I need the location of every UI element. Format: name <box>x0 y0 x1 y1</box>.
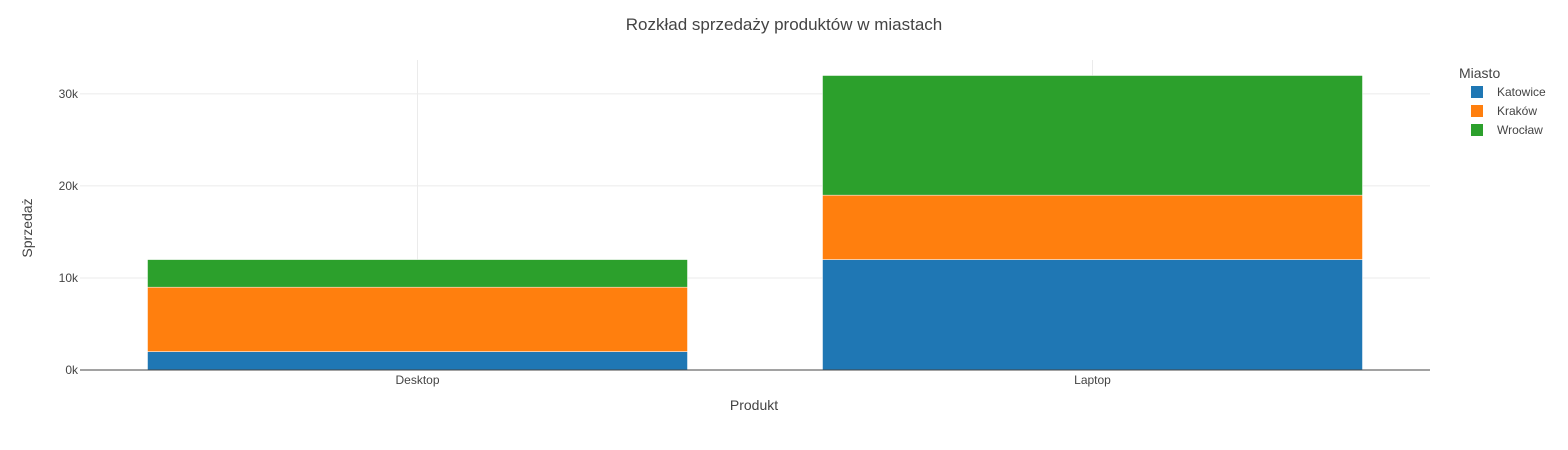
y-axis-title: Sprzedaż <box>19 198 35 257</box>
bar-segment-kraków[interactable] <box>147 286 688 352</box>
x-axis-title: Produkt <box>730 397 778 413</box>
bars-layer <box>147 75 1363 371</box>
y-tick-label: 30k <box>59 87 79 101</box>
bar-segment-katowice[interactable] <box>822 259 1363 371</box>
bar-segment-wrocław[interactable] <box>822 75 1363 196</box>
y-tick-label: 10k <box>59 271 79 285</box>
legend: Miasto Katowice Kraków Wrocław <box>1459 65 1546 137</box>
bar-segment-wrocław[interactable] <box>147 259 688 288</box>
bar-segment-kraków[interactable] <box>822 194 1363 260</box>
axes-layer: 0k 10k 20k 30k Desktop Laptop <box>59 87 1430 387</box>
x-tick-label: Desktop <box>395 373 439 387</box>
y-tick-label: 0k <box>65 363 79 377</box>
bar-segment-katowice[interactable] <box>147 351 688 371</box>
legend-swatch[interactable] <box>1471 124 1483 136</box>
chart-title: Rozkład sprzedaży produktów w miastach <box>626 15 943 34</box>
legend-label[interactable]: Wrocław <box>1497 123 1543 137</box>
legend-label[interactable]: Katowice <box>1497 85 1546 99</box>
x-tick-label: Laptop <box>1074 373 1111 387</box>
legend-swatch[interactable] <box>1471 105 1483 117</box>
legend-swatch[interactable] <box>1471 86 1483 98</box>
legend-label[interactable]: Kraków <box>1497 104 1537 118</box>
y-tick-label: 20k <box>59 179 79 193</box>
legend-title: Miasto <box>1459 65 1500 81</box>
